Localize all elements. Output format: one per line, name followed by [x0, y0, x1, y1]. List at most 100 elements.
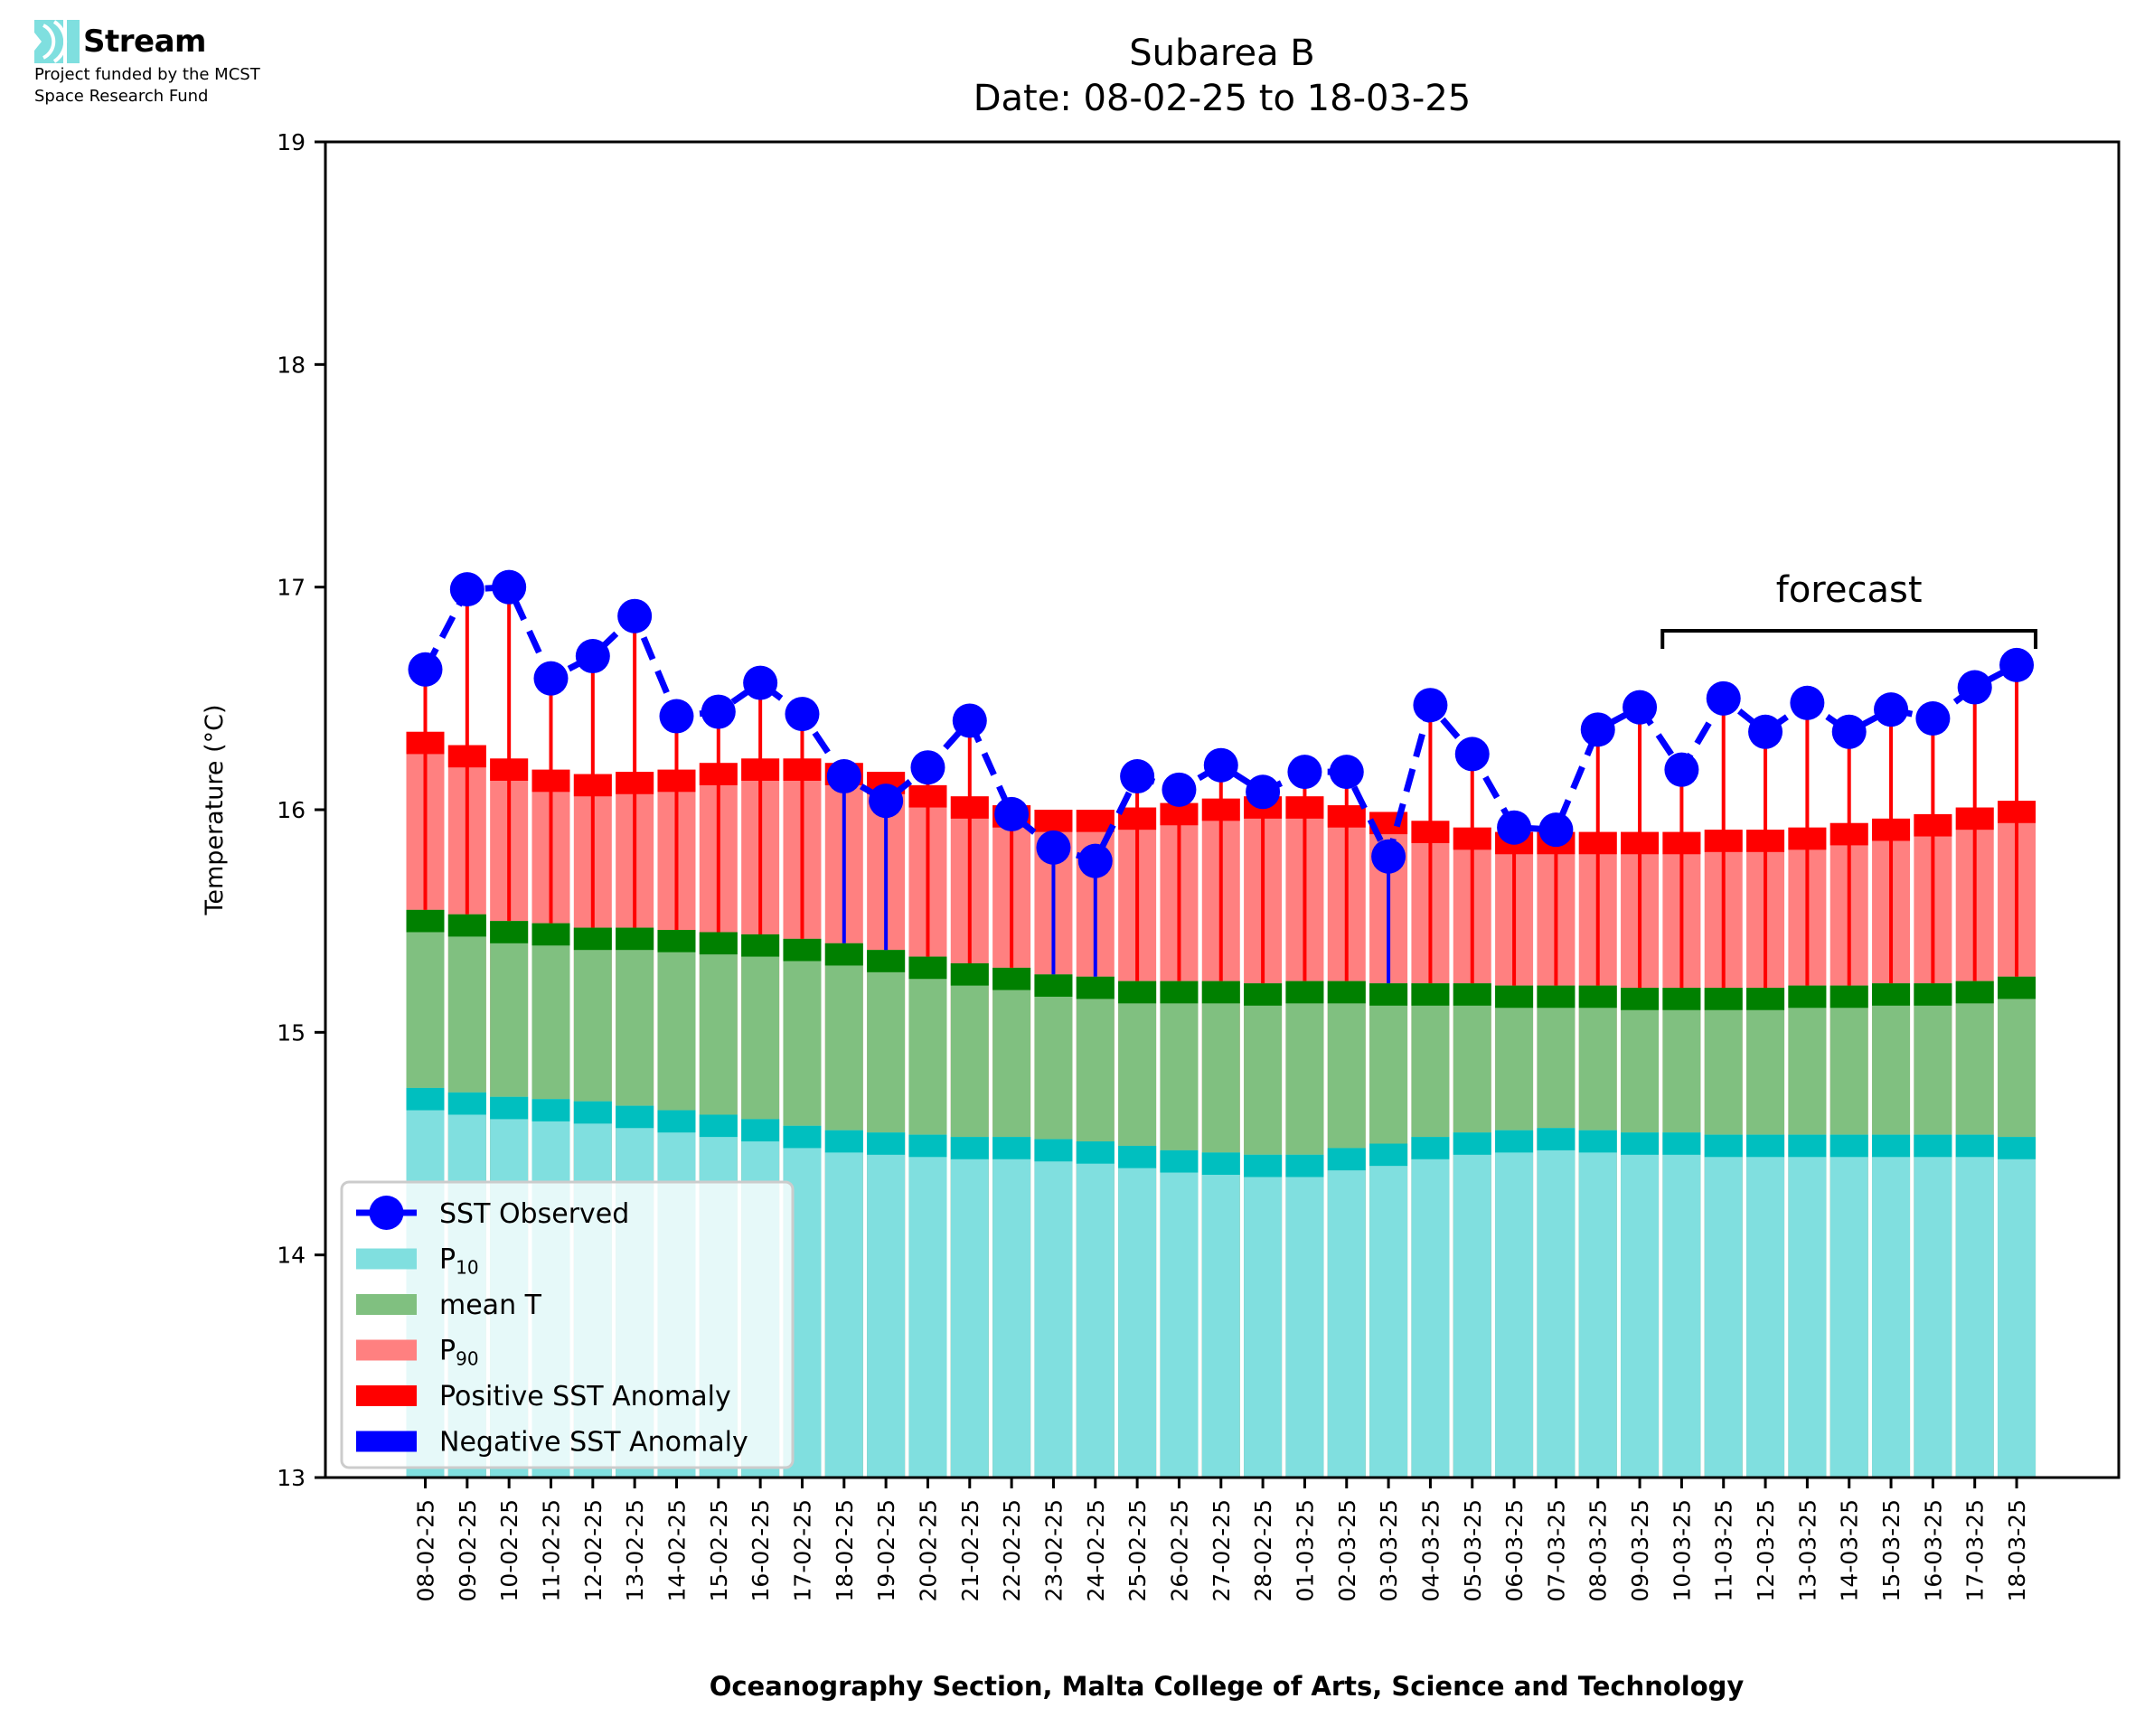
p10-bar	[1034, 1139, 1073, 1478]
p10-cap	[824, 1130, 863, 1153]
sst-point	[952, 703, 987, 738]
x-tick-label: 27-02-25	[1209, 1499, 1235, 1601]
x-tick-label: 09-02-25	[455, 1499, 481, 1601]
sst-point	[1413, 688, 1448, 723]
p10-bar	[1495, 1130, 1534, 1478]
x-tick-label: 17-03-25	[1962, 1499, 1989, 1601]
sst-point	[1246, 774, 1281, 810]
p10-bar	[867, 1132, 906, 1478]
x-tick-label: 17-02-25	[789, 1499, 815, 1601]
x-tick-label: 12-02-25	[580, 1499, 607, 1601]
p10-cap	[1998, 1137, 2036, 1159]
x-tick-label: 08-03-25	[1585, 1499, 1612, 1601]
legend-label: SST Observed	[439, 1198, 629, 1230]
p10-cap	[1327, 1148, 1366, 1171]
x-tick-label: 08-02-25	[413, 1499, 439, 1601]
y-tick-label: 19	[277, 129, 306, 155]
mean-cap	[1034, 974, 1073, 997]
p10-bar	[1285, 1154, 1324, 1478]
p10-cap	[657, 1110, 696, 1133]
p10-cap	[531, 1099, 570, 1121]
mean-cap	[867, 950, 906, 972]
sst-point	[533, 661, 569, 696]
p10-cap	[1578, 1130, 1617, 1153]
legend-marker-swatch	[369, 1196, 404, 1230]
x-tick-label: 22-02-25	[999, 1499, 1025, 1601]
sst-point	[1329, 755, 1364, 790]
forecast-label: forecast	[1776, 569, 1923, 611]
legend-label: Negative SST Anomaly	[439, 1427, 748, 1459]
mean-cap	[1160, 981, 1199, 1004]
x-tick-label: 04-03-25	[1417, 1499, 1444, 1601]
logo-brand: Stream	[34, 20, 260, 63]
sst-point	[1497, 810, 1532, 845]
x-tick-label: 14-03-25	[1837, 1499, 1863, 1601]
sst-point	[1371, 839, 1406, 874]
sst-point	[785, 697, 820, 732]
x-tick-label: 18-02-25	[832, 1499, 858, 1601]
sst-point	[408, 652, 443, 687]
logo: Stream Project funded by the MCST Space …	[34, 20, 260, 107]
stream-waves-icon	[34, 20, 80, 63]
sst-point	[1790, 685, 1825, 720]
sst-point	[1538, 812, 1574, 848]
x-axis-label: Oceanography Section, Malta College of A…	[710, 1671, 1745, 1702]
sst-point	[994, 796, 1030, 831]
p10-bar	[1327, 1148, 1366, 1478]
p10-cap	[1955, 1134, 1994, 1158]
p10-cap	[699, 1114, 738, 1138]
sst-line-layer	[408, 569, 2035, 878]
p10-cap	[1118, 1145, 1157, 1168]
p10-cap	[1788, 1134, 1827, 1158]
sst-point	[910, 750, 945, 785]
sst-point	[1748, 714, 1783, 749]
sst-point	[1077, 843, 1113, 878]
mean-cap	[406, 909, 445, 933]
p10-cap	[573, 1101, 612, 1124]
mean-cap	[1914, 983, 1952, 1006]
x-tick-label: 07-03-25	[1543, 1499, 1569, 1601]
mean-cap	[1621, 988, 1660, 1010]
anomaly-stems-layer	[423, 586, 2019, 989]
p10-cap	[1369, 1143, 1408, 1167]
mean-cap	[447, 914, 486, 937]
mean-cap	[1076, 976, 1115, 999]
sst-point	[1120, 759, 1155, 794]
sst-point	[1036, 830, 1071, 865]
legend-label: Positive SST Anomaly	[439, 1381, 731, 1412]
legend-patch-swatch	[356, 1248, 417, 1270]
p10-bar	[1914, 1134, 1952, 1478]
mean-cap	[699, 932, 738, 955]
funding-line-2: Space Research Fund	[34, 87, 209, 106]
p10-cap	[908, 1134, 947, 1158]
p10-bar	[1788, 1134, 1827, 1478]
mean-cap	[531, 923, 570, 946]
p10-bar	[1453, 1132, 1491, 1478]
mean-cap	[824, 943, 863, 966]
mean-cap	[1201, 981, 1240, 1004]
legend-patch-swatch	[356, 1431, 417, 1452]
p10-cap	[1411, 1137, 1450, 1159]
funding-line-1: Project funded by the MCST	[34, 65, 260, 84]
x-tick-label: 21-02-25	[957, 1499, 983, 1601]
forecast-annotation: forecast	[1660, 569, 2038, 649]
p10-bar	[992, 1137, 1031, 1478]
p10-cap	[1285, 1154, 1324, 1178]
p10-bar	[908, 1134, 947, 1478]
mean-cap	[950, 962, 989, 986]
p10-bar	[1704, 1134, 1743, 1478]
x-tick-label: 06-03-25	[1501, 1499, 1528, 1601]
x-tick-label: 23-02-25	[1040, 1499, 1067, 1601]
mean-cap	[616, 927, 654, 951]
legend-label: mean T	[439, 1290, 542, 1321]
mean-cap	[657, 930, 696, 952]
legend-patch-swatch	[356, 1339, 417, 1361]
p10-bar	[1201, 1152, 1240, 1478]
sst-point	[1203, 747, 1238, 783]
x-tick-label: 26-02-25	[1166, 1499, 1192, 1601]
sst-point	[1915, 701, 1951, 737]
p10-cap	[1201, 1152, 1240, 1175]
p10-cap	[992, 1137, 1031, 1159]
x-tick-label: 13-02-25	[622, 1499, 648, 1601]
